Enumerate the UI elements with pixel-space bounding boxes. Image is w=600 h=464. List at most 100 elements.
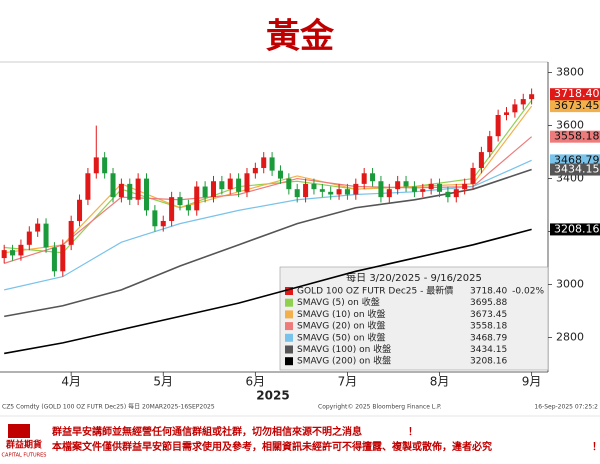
ma-line (4, 159, 532, 291)
chart-title: 黃金 (266, 17, 335, 57)
legend-value: 3208.16 (470, 357, 507, 367)
candle-body (202, 186, 208, 198)
legend-value: 3468.79 (470, 333, 507, 343)
candle-body (77, 199, 83, 221)
candle-body (110, 173, 116, 198)
value-tag-label: 3468.79 (554, 153, 600, 166)
y-tick-label: 3000 (556, 278, 584, 291)
candle-body (43, 223, 49, 248)
legend-change: -0.02% (512, 287, 544, 297)
value-tag-label: 3718.40 (554, 87, 600, 100)
candle-body (26, 231, 32, 245)
candle-body (35, 223, 41, 232)
candle-body (344, 189, 350, 195)
legend-value: 3695.88 (470, 298, 507, 308)
legend-label: SMAVG (20) on 收盤 (297, 320, 385, 332)
candle-body (520, 99, 526, 105)
ma-line (4, 105, 533, 254)
legend-label: SMAVG (5) on 收盤 (297, 296, 380, 308)
candle-body (529, 94, 535, 100)
candle-body (10, 250, 16, 256)
notice-mark: ！ (592, 441, 600, 453)
legend-label: SMAVG (100) on 收盤 (297, 343, 391, 355)
candle-body (378, 181, 384, 198)
value-tag (550, 88, 600, 101)
value-tag-label: 3434.15 (554, 163, 600, 176)
x-tick-label: 5月 (153, 375, 173, 389)
candle-body (478, 152, 484, 168)
candle-body (462, 183, 468, 190)
candle-body (504, 112, 510, 115)
legend-label: SMAVG (200) on 收盤 (297, 355, 391, 367)
candle-body (286, 178, 292, 190)
candle-body (85, 173, 91, 200)
candle-body (386, 189, 392, 198)
legend-box (279, 266, 549, 371)
candle-body (428, 183, 434, 190)
value-tag-label: 3208.16 (554, 222, 600, 235)
candle-body (411, 186, 417, 192)
x-tick-label: 4月 (61, 375, 81, 389)
candle-body (495, 114, 501, 137)
candle-body (370, 173, 376, 182)
logo-text: 群益期貨 (5, 439, 42, 451)
footer-source: CZ5 Comdty (GOLD 100 OZ FUTR Dec25) 每日 2… (2, 403, 215, 411)
legend-swatch (285, 322, 293, 331)
ma-line (4, 228, 532, 355)
candle-body (194, 186, 200, 211)
candle-body (403, 181, 409, 187)
candle-body (160, 220, 166, 227)
candle-body (236, 178, 242, 192)
candle-body (294, 189, 300, 198)
legend-swatch (285, 287, 293, 295)
candle-body (512, 104, 518, 113)
candle-body (210, 181, 216, 198)
logo-icon (8, 424, 30, 438)
legend-value: 3558.18 (470, 322, 507, 332)
candle-body (244, 173, 250, 192)
candle-body (319, 189, 325, 192)
value-tag (550, 154, 600, 167)
value-tag (550, 163, 600, 176)
candle-body (144, 178, 150, 211)
legend-swatch (285, 298, 293, 307)
candle-body (277, 170, 283, 179)
candle-body (453, 189, 459, 198)
candle-body (219, 181, 225, 190)
x-tick-label: 7月 (338, 375, 358, 389)
candle-body (269, 157, 275, 171)
legend-swatch (285, 310, 293, 319)
candle-body (261, 157, 267, 168)
candle-body (487, 136, 493, 153)
candle-body (361, 173, 367, 184)
candle-body (470, 167, 476, 184)
year-label: 2025 (256, 389, 289, 403)
candle-body (68, 220, 74, 245)
candle-body (60, 244, 66, 272)
candle-body (102, 157, 108, 174)
candle-body (311, 183, 317, 190)
legend-period: 每日 3/20/2025 - 9/16/2025 (346, 271, 482, 284)
legend-swatch (285, 345, 293, 354)
candle-body (118, 183, 124, 198)
candle-body (152, 210, 158, 227)
y-tick-label: 2800 (556, 331, 584, 344)
value-tag (550, 100, 600, 113)
candle-body (353, 183, 359, 195)
value-tag (550, 130, 600, 143)
logo-text-en: CAPITAL FUTURES (2, 453, 47, 459)
value-tag-label: 3673.45 (554, 99, 600, 112)
candle-body (169, 197, 175, 221)
legend-value: 3718.40 (470, 287, 507, 297)
value-tag (550, 223, 600, 236)
candle-body (177, 197, 183, 206)
candle-body (18, 244, 24, 256)
legend-swatch (285, 357, 293, 366)
legend-label: GOLD 100 OZ FUTR Dec25 - 最新價 (297, 285, 453, 297)
candle-body (303, 183, 309, 198)
candle-body (51, 247, 57, 272)
candle-body (127, 183, 133, 200)
notice-mark: ！ (408, 426, 418, 438)
